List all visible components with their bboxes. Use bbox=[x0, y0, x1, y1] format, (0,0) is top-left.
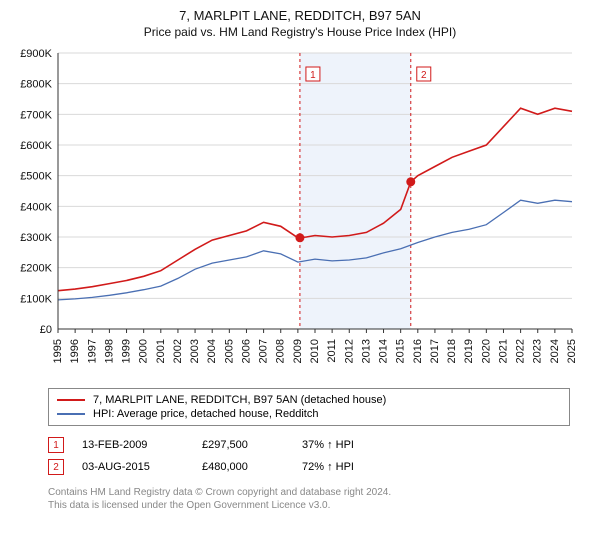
legend-label: HPI: Average price, detached house, Redd… bbox=[93, 408, 318, 420]
page: 7, MARLPIT LANE, REDDITCH, B97 5AN Price… bbox=[0, 0, 600, 512]
legend-row: HPI: Average price, detached house, Redd… bbox=[57, 407, 561, 421]
svg-text:2016: 2016 bbox=[412, 339, 424, 363]
footer-license: This data is licensed under the Open Gov… bbox=[48, 499, 570, 512]
title-block: 7, MARLPIT LANE, REDDITCH, B97 5AN Price… bbox=[0, 0, 600, 43]
svg-text:2009: 2009 bbox=[292, 339, 304, 363]
legend: 7, MARLPIT LANE, REDDITCH, B97 5AN (deta… bbox=[48, 388, 570, 426]
svg-text:2007: 2007 bbox=[258, 339, 270, 363]
sale-vs-hpi: 37% ↑ HPI bbox=[302, 439, 402, 451]
sale-date: 03-AUG-2015 bbox=[82, 461, 202, 473]
svg-text:2006: 2006 bbox=[240, 339, 252, 363]
svg-text:2017: 2017 bbox=[429, 339, 441, 363]
legend-swatch bbox=[57, 413, 85, 415]
svg-text:2012: 2012 bbox=[343, 339, 355, 363]
svg-text:2019: 2019 bbox=[463, 339, 475, 363]
sale-vs-hpi: 72% ↑ HPI bbox=[302, 461, 402, 473]
chart-subtitle: Price paid vs. HM Land Registry's House … bbox=[0, 25, 600, 39]
svg-text:1999: 1999 bbox=[121, 339, 133, 363]
footer-copyright: Contains HM Land Registry data © Crown c… bbox=[48, 486, 570, 499]
svg-text:2004: 2004 bbox=[206, 339, 218, 363]
svg-text:£500K: £500K bbox=[20, 171, 52, 183]
chart-title: 7, MARLPIT LANE, REDDITCH, B97 5AN bbox=[0, 8, 600, 23]
svg-text:2011: 2011 bbox=[326, 339, 338, 363]
sale-date: 13-FEB-2009 bbox=[82, 439, 202, 451]
svg-text:2018: 2018 bbox=[446, 339, 458, 363]
svg-text:£0: £0 bbox=[40, 324, 52, 336]
svg-text:£100K: £100K bbox=[20, 293, 52, 305]
svg-text:1: 1 bbox=[310, 70, 316, 81]
svg-text:1996: 1996 bbox=[69, 339, 81, 363]
svg-text:2002: 2002 bbox=[172, 339, 184, 363]
legend-row: 7, MARLPIT LANE, REDDITCH, B97 5AN (deta… bbox=[57, 393, 561, 407]
svg-text:2015: 2015 bbox=[395, 339, 407, 363]
sales-table: 1 13-FEB-2009 £297,500 37% ↑ HPI 2 03-AU… bbox=[48, 434, 570, 478]
footer: Contains HM Land Registry data © Crown c… bbox=[48, 486, 570, 512]
sale-row: 2 03-AUG-2015 £480,000 72% ↑ HPI bbox=[48, 456, 570, 478]
svg-text:2008: 2008 bbox=[275, 339, 287, 363]
svg-text:£800K: £800K bbox=[20, 79, 52, 91]
svg-text:2022: 2022 bbox=[515, 339, 527, 363]
sale-price: £297,500 bbox=[202, 439, 302, 451]
sale-badge: 2 bbox=[48, 459, 64, 475]
sale-badge-number: 2 bbox=[53, 462, 59, 473]
svg-text:2005: 2005 bbox=[223, 339, 235, 363]
svg-text:2013: 2013 bbox=[360, 339, 372, 363]
svg-text:1995: 1995 bbox=[52, 339, 64, 363]
svg-text:£700K: £700K bbox=[20, 109, 52, 121]
svg-text:2010: 2010 bbox=[309, 339, 321, 363]
svg-text:2003: 2003 bbox=[189, 339, 201, 363]
svg-text:2: 2 bbox=[421, 70, 427, 81]
svg-text:2020: 2020 bbox=[480, 339, 492, 363]
legend-label: 7, MARLPIT LANE, REDDITCH, B97 5AN (deta… bbox=[93, 394, 386, 406]
svg-text:£400K: £400K bbox=[20, 201, 52, 213]
sale-price: £480,000 bbox=[202, 461, 302, 473]
svg-text:£900K: £900K bbox=[20, 48, 52, 60]
sale-badge: 1 bbox=[48, 437, 64, 453]
sale-row: 1 13-FEB-2009 £297,500 37% ↑ HPI bbox=[48, 434, 570, 456]
chart-area: £0 £100K £200K £300K £400K £500K £600K £700K £80… bbox=[10, 47, 590, 382]
svg-text:£200K: £200K bbox=[20, 263, 52, 275]
svg-text:1998: 1998 bbox=[103, 339, 115, 363]
svg-text:2001: 2001 bbox=[155, 339, 167, 363]
svg-text:2021: 2021 bbox=[497, 339, 509, 363]
legend-swatch bbox=[57, 399, 85, 401]
svg-text:1997: 1997 bbox=[86, 339, 98, 363]
svg-text:£300K: £300K bbox=[20, 232, 52, 244]
svg-text:2000: 2000 bbox=[138, 339, 150, 363]
svg-text:2014: 2014 bbox=[378, 339, 390, 363]
svg-text:£600K: £600K bbox=[20, 140, 52, 152]
svg-text:2025: 2025 bbox=[566, 339, 578, 363]
svg-text:2023: 2023 bbox=[532, 339, 544, 363]
sale-badge-number: 1 bbox=[53, 440, 59, 451]
line-chart: £0 £100K £200K £300K £400K £500K £600K £700K £80… bbox=[10, 47, 590, 377]
svg-text:2024: 2024 bbox=[549, 339, 561, 363]
